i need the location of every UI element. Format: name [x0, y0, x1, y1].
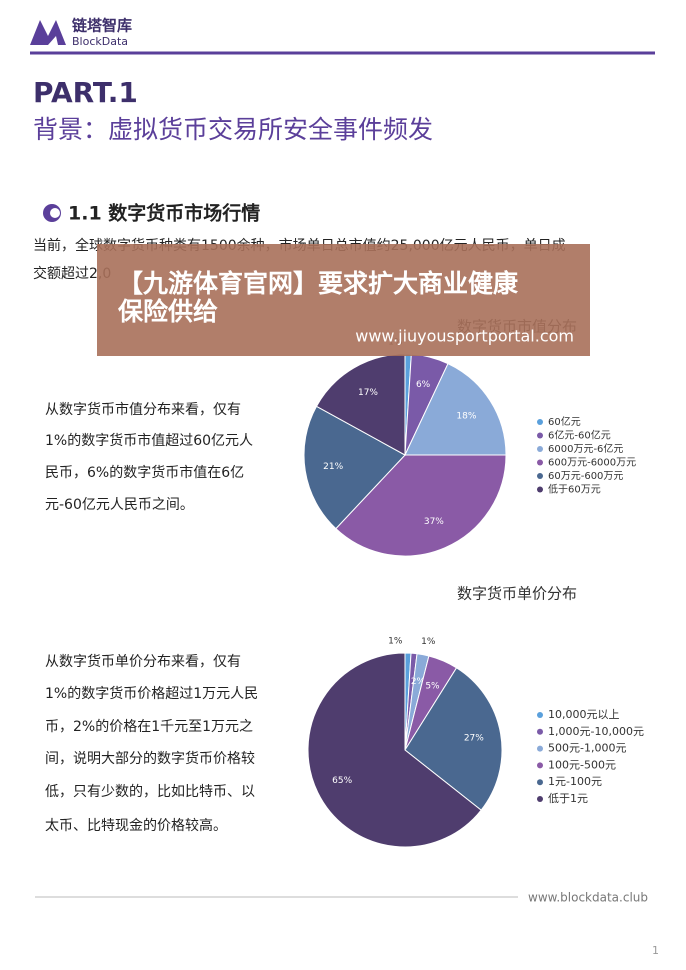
value-label: 6% — [416, 380, 431, 390]
paragraph-line: 元-60亿元人民币之间。 — [45, 497, 194, 513]
intro-line: 交额超过2,0 — [33, 265, 111, 282]
paragraph-line: 币，2%的价格在1千元至1万元之 — [45, 719, 253, 735]
paragraph-line: 间，说明大部分的数字货币价格较 — [45, 750, 255, 767]
value-label: 37% — [424, 517, 444, 527]
legend-swatch — [537, 779, 543, 786]
paragraph-line: 1%的数字货币价格超过1万元人民 — [45, 685, 258, 702]
page-title: 背景：虚拟货币交易所安全事件频发 — [33, 115, 433, 144]
section-title: 1.1 数字货币市场行情 — [68, 202, 260, 225]
legend-label: 100元-500元 — [548, 758, 616, 771]
chart-title: 数字货币单价分布 — [457, 585, 577, 603]
legend-swatch — [537, 459, 543, 466]
value-label: 1% — [388, 637, 403, 647]
pie-slice — [404, 362, 507, 456]
legend-label: 600万元-6000万元 — [548, 458, 636, 469]
paragraph-line: 民币，6%的数字货币市值在6亿 — [45, 464, 244, 481]
pie-slice — [404, 667, 503, 811]
overlay-url: www.jiuyousportportal.com — [355, 327, 574, 346]
value-label: 18% — [456, 412, 476, 422]
section-icon — [50, 208, 60, 218]
value-label: 5% — [425, 681, 440, 691]
legend-swatch — [537, 712, 543, 718]
value-label: 27% — [464, 734, 484, 744]
overlay-box — [97, 244, 590, 356]
legend-swatch — [537, 432, 543, 439]
page-number: 1 — [652, 944, 659, 957]
value-label: 65% — [332, 776, 352, 786]
legend-swatch — [537, 446, 543, 452]
part-label: PART.1 — [33, 76, 138, 109]
legend-label: 低于1元 — [548, 792, 588, 805]
value-label: 21% — [323, 462, 343, 472]
legend-swatch — [537, 486, 543, 493]
logo-cn: 链塔智库 — [72, 17, 132, 35]
paragraph-line: 从数字货币市值分布来看，仅有 — [45, 401, 241, 418]
pie-slice — [303, 405, 406, 530]
legend-label: 1元-100元 — [548, 775, 602, 788]
legend-label: 60亿元 — [548, 415, 581, 428]
legend-swatch — [537, 419, 543, 425]
value-label: 2% — [411, 677, 426, 687]
paragraph-line: 低，只有少数的，比如比特币、以 — [45, 784, 255, 800]
value-label: 17% — [358, 388, 378, 398]
legend-label: 低于60万元 — [548, 483, 601, 496]
paragraph-line: 1%的数字货币市值超过60亿元人 — [45, 432, 253, 449]
legend-label: 60万元-600万元 — [548, 471, 623, 482]
logo-icon — [30, 20, 66, 45]
legend-label: 6亿元-60亿元 — [548, 429, 611, 442]
legend-swatch — [537, 762, 543, 769]
paragraph-line: 太币、比特现金的价格较高。 — [45, 817, 227, 834]
legend-swatch — [537, 473, 543, 479]
overlay-headline: 保险供给 — [117, 297, 218, 326]
footer-url: www.blockdata.club — [528, 891, 648, 905]
legend-swatch — [537, 796, 543, 802]
legend-label: 6000万元-6亿元 — [548, 442, 623, 455]
legend-label: 10,000元以上 — [548, 708, 620, 721]
legend-label: 1,000元-10,000元 — [548, 725, 644, 738]
overlay-headline: 【九游体育官网】要求扩大商业健康 — [118, 269, 519, 298]
value-label: 1% — [421, 637, 436, 647]
legend-swatch — [537, 728, 543, 735]
pie-slice — [335, 454, 507, 557]
legend-label: 500元-1,000元 — [548, 742, 626, 755]
pie-slice — [307, 652, 482, 848]
logo-en: BlockData — [72, 35, 128, 48]
paragraph-line: 从数字货币单价分布来看，仅有 — [45, 653, 241, 670]
legend-swatch — [537, 745, 543, 752]
